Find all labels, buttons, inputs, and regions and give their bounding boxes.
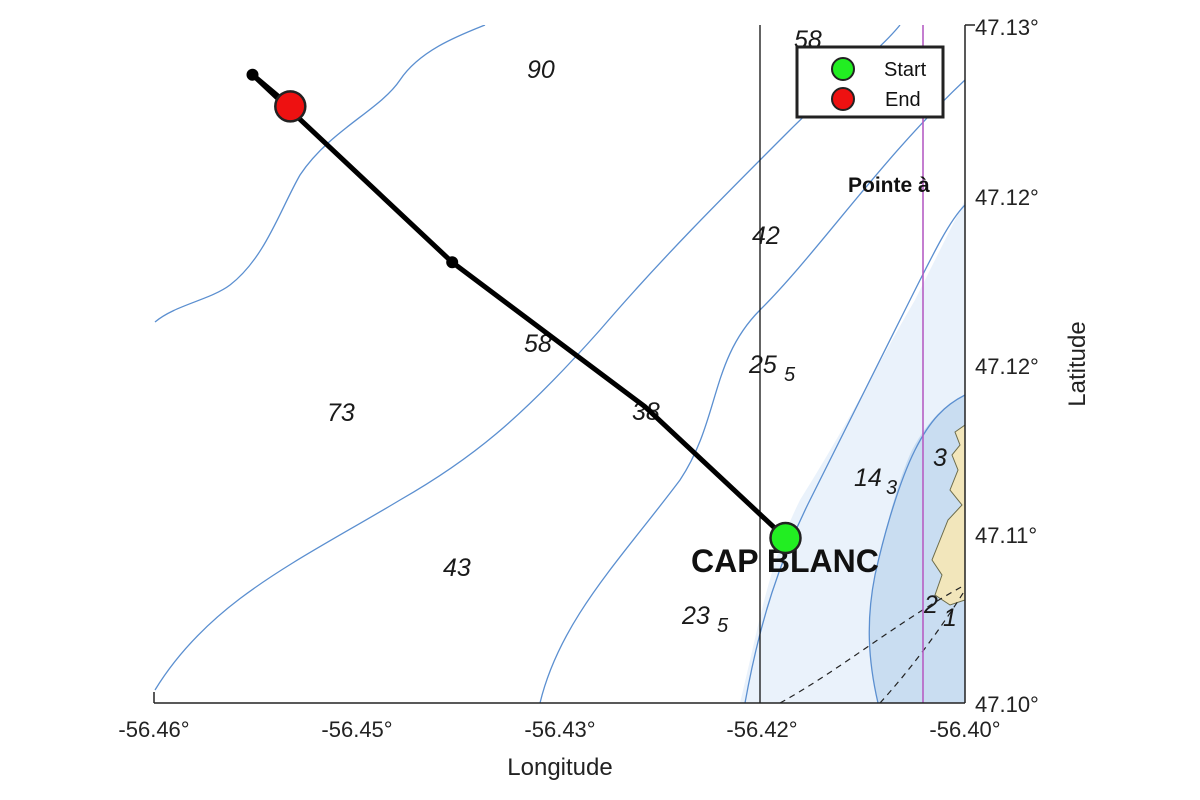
legend-start-label: Start: [884, 59, 927, 81]
track-layer: [246, 68, 802, 555]
x-axis: -56.46° -56.45° -56.43° -56.42° -56.40° …: [118, 692, 1001, 781]
depth-contour-1: [154, 25, 486, 323]
y-tick-label: 47.12°: [975, 354, 1039, 379]
legend-end-label: End: [885, 89, 921, 111]
sounding-23-sub: 5: [717, 615, 729, 637]
depth-contour-4: [744, 204, 965, 703]
sounding-1: 1: [943, 604, 957, 632]
legend-box: Start End: [795, 45, 945, 119]
x-tick-label: -56.43°: [524, 717, 595, 742]
sounding-43: 43: [443, 554, 471, 582]
sounding-14-sub: 3: [886, 477, 897, 499]
legend-end-marker: [831, 87, 855, 111]
land-area: [931, 424, 965, 606]
dashed-line-1: [779, 584, 965, 703]
sounding-3: 3: [933, 444, 947, 472]
x-tick-label: -56.42°: [726, 717, 797, 742]
sounding-23: 23: [681, 602, 710, 630]
end-marker: [274, 90, 307, 123]
sounding-14: 14: [854, 464, 882, 492]
legend-start-marker: [831, 57, 855, 81]
y-tick-label: 47.13°: [975, 15, 1039, 40]
x-axis-title: Longitude: [507, 754, 612, 781]
sounding-42: 42: [752, 222, 780, 250]
y-tick-label: 47.10°: [975, 692, 1039, 717]
track-vertex: [446, 256, 459, 269]
x-tick-label: -56.45°: [321, 717, 392, 742]
depth-contour-3: [539, 79, 965, 703]
map-layers: [154, 25, 965, 703]
sounding-2: 2: [923, 591, 938, 619]
very-shallow-water-area: [869, 395, 965, 703]
y-axis-title: Latitude: [1064, 321, 1091, 406]
start-marker: [769, 521, 802, 555]
place-name-pointe: Pointe à: [848, 174, 930, 197]
track-vertex: [246, 68, 259, 81]
depth-contour-5: [868, 394, 965, 703]
y-tick-label: 47.12°: [975, 185, 1039, 210]
track-line: [250, 72, 788, 541]
y-tick-label: 47.11°: [975, 523, 1037, 548]
sounding-25-sub: 5: [784, 364, 796, 386]
sounding-90: 90: [527, 56, 555, 84]
sounding-73: 73: [327, 399, 355, 427]
x-tick-label: -56.40°: [929, 717, 1000, 742]
x-tick-label: -56.46°: [118, 717, 189, 742]
dashed-line-2: [879, 589, 965, 703]
y-axis: 47.13° 47.12° 47.12° 47.11° 47.10° Latit…: [964, 15, 1091, 717]
sounding-25: 25: [748, 351, 777, 379]
